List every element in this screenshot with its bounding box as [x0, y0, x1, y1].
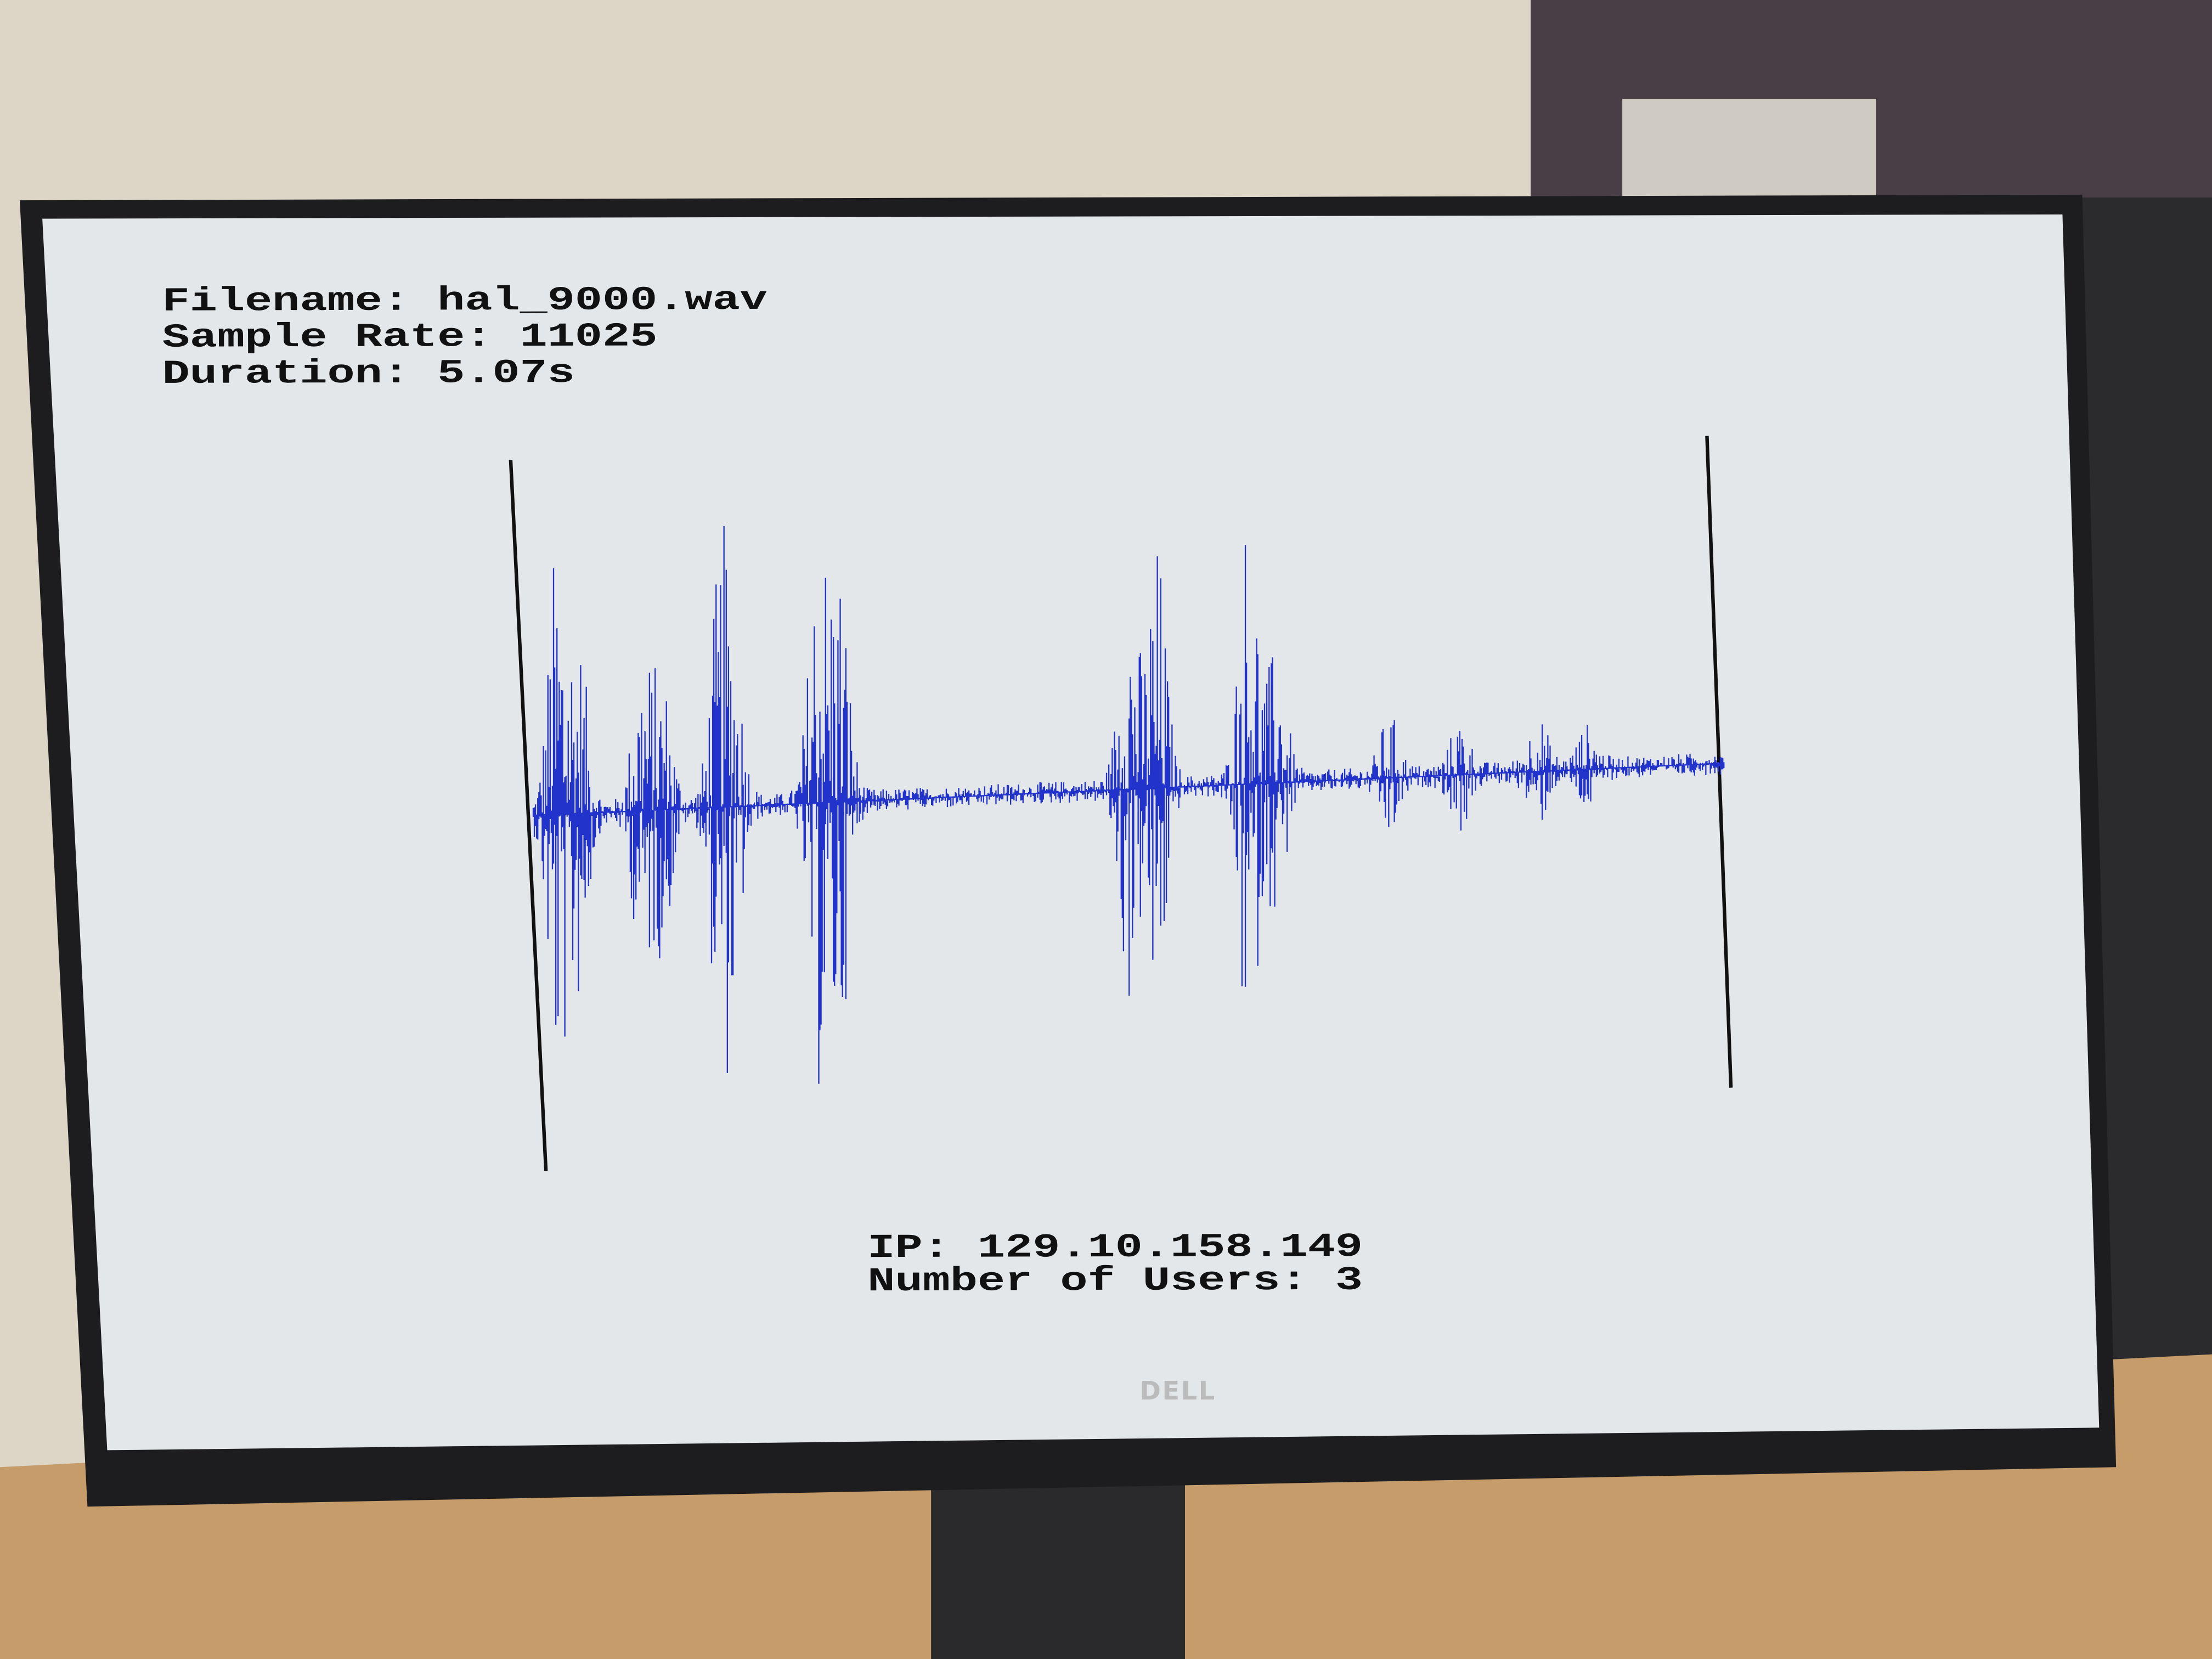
info-line: Number of Users: 3: [867, 1261, 1363, 1301]
right-bar: [1705, 436, 1733, 1088]
info-line: IP: 129.10.158.149: [867, 1228, 1363, 1267]
screen: [42, 214, 2100, 1451]
waveform: [532, 526, 1725, 1084]
info-line: Duration: 5.07s: [162, 354, 575, 393]
left-bar: [509, 460, 548, 1171]
info-line: Sample Rate: 11025: [162, 318, 657, 357]
printer: [1622, 99, 1876, 212]
brand-logo: DELL: [1140, 1376, 1216, 1406]
info-line: Filename: hal_9000.wav: [162, 281, 768, 320]
